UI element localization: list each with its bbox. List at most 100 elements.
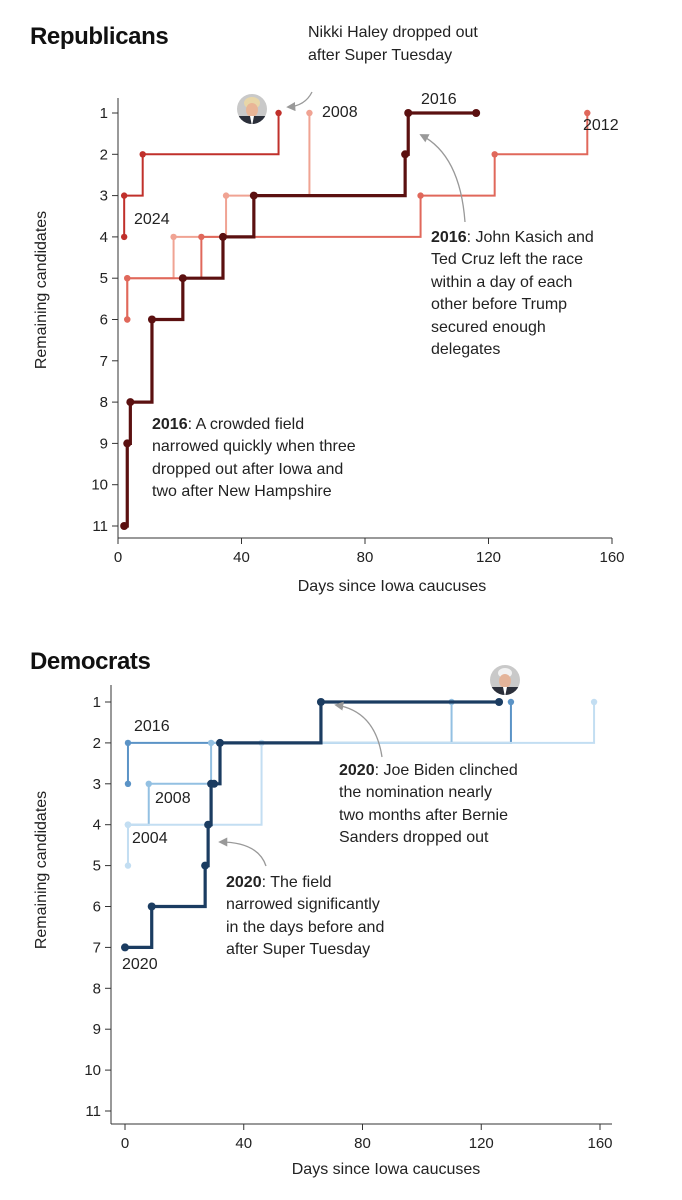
series-label-2016: 2016 <box>421 91 457 108</box>
data-point <box>495 698 504 706</box>
data-point <box>218 232 227 241</box>
series-label-2008: 2008 <box>155 790 191 807</box>
y-axis-title: Remaining candidates <box>33 791 50 949</box>
series-label-2016: 2016 <box>134 718 170 735</box>
data-point <box>124 821 132 828</box>
x-tick-label: 160 <box>599 549 624 566</box>
x-axis-title: Days since Iowa caucuses <box>298 578 487 595</box>
series-label-2020: 2020 <box>122 956 158 973</box>
annotation-biden-clinched: 2020: Joe Biden clinched the nomination … <box>339 762 522 846</box>
y-tick-label: 5 <box>100 270 108 287</box>
series-line-2012 <box>126 113 589 320</box>
data-point <box>145 780 152 787</box>
series-label-2012: 2012 <box>583 117 619 134</box>
data-point <box>139 151 146 158</box>
y-tick-label: 11 <box>85 1103 101 1120</box>
data-point <box>216 738 224 747</box>
data-point <box>204 820 213 829</box>
data-point <box>222 192 230 199</box>
data-point <box>472 109 481 117</box>
data-point <box>124 275 131 282</box>
data-point <box>123 439 132 448</box>
y-tick-label: 7 <box>100 353 108 370</box>
x-tick-label: 80 <box>357 549 374 566</box>
data-point <box>198 233 205 241</box>
series-label-2024: 2024 <box>134 211 170 228</box>
data-point <box>124 780 132 787</box>
data-point <box>210 779 219 788</box>
data-point <box>201 861 210 870</box>
y-tick-label: 6 <box>93 899 101 916</box>
x-tick-label: 160 <box>587 1135 612 1152</box>
data-point <box>126 398 135 407</box>
arrow-haley <box>286 91 313 112</box>
x-axis-title: Days since Iowa caucuses <box>292 1161 481 1178</box>
series-line-2004 <box>126 702 596 866</box>
data-point <box>207 739 215 747</box>
series-label-2004: 2004 <box>132 830 168 847</box>
series-2020 <box>121 698 504 952</box>
y-tick-label: 6 <box>100 312 108 329</box>
y-tick-label: 11 <box>92 518 108 535</box>
data-point <box>401 150 410 159</box>
biden-avatar <box>490 665 520 695</box>
annotation-field-narrowed: 2020: The field narrowed significantly i… <box>226 874 389 958</box>
data-point <box>275 109 282 117</box>
data-point <box>170 233 177 241</box>
data-point <box>491 151 498 158</box>
annotation-haley: Nikki Haley dropped out after Super Tues… <box>308 24 482 64</box>
data-point <box>316 698 325 706</box>
data-point <box>249 191 258 200</box>
y-tick-label: 5 <box>93 858 101 875</box>
data-point <box>306 109 313 117</box>
annotation-kasich-cruz: 2016: John Kasich and Ted Cruz left the … <box>430 229 598 358</box>
series-label-2008: 2008 <box>322 104 358 121</box>
data-point <box>404 109 413 117</box>
y-tick-label: 1 <box>93 694 101 711</box>
series-line-2024 <box>123 113 280 237</box>
data-point <box>124 862 132 869</box>
republicans-chart: Republicans 1 2 3 4 5 6 7 8 9 10 11 0 40 80 120 160 Re… <box>30 23 625 595</box>
x-tick-label: 0 <box>114 549 122 566</box>
y-tick-label: 3 <box>100 188 108 205</box>
data-point <box>147 902 156 911</box>
y-tick-label: 3 <box>93 776 101 793</box>
x-tick-label: 120 <box>469 1135 494 1152</box>
x-tick-label: 120 <box>476 549 501 566</box>
x-tick-label: 40 <box>235 1135 252 1152</box>
data-point <box>120 233 128 241</box>
democrats-chart: Democrats 1 2 3 4 5 6 7 8 9 10 11 0 40 80 120 160 Rema… <box>30 648 613 1178</box>
trump-avatar <box>237 94 267 124</box>
y-axis-title: Remaining candidates <box>33 211 50 369</box>
y-tick-label: 9 <box>100 435 108 452</box>
x-tick-label: 80 <box>354 1135 371 1152</box>
y-tick-label: 10 <box>91 477 108 494</box>
chart-title: Democrats <box>30 648 151 675</box>
series-2024 <box>120 109 282 241</box>
y-tick-label: 7 <box>93 939 101 956</box>
arrow-field-narrowed <box>218 837 267 867</box>
y-tick-label: 1 <box>100 105 108 122</box>
data-point <box>124 316 131 323</box>
y-tick-label: 4 <box>93 817 101 834</box>
series-2012 <box>124 109 591 323</box>
y-tick-label: 2 <box>93 735 101 752</box>
data-point <box>590 698 598 706</box>
data-point <box>120 522 129 530</box>
data-point <box>417 192 424 199</box>
y-tick-label: 2 <box>100 146 108 163</box>
data-point <box>147 315 156 324</box>
arrow-kasich-cruz <box>419 134 466 223</box>
y-tick-label: 4 <box>100 229 108 246</box>
data-point <box>120 192 128 199</box>
x-tick-label: 0 <box>121 1135 129 1152</box>
annotation-crowded-field: 2016: A crowded field narrowed quickly w… <box>152 416 360 500</box>
y-tick-label: 8 <box>93 980 101 997</box>
chart-title: Republicans <box>30 23 168 50</box>
data-point <box>507 698 515 706</box>
data-point <box>124 739 132 747</box>
data-point <box>584 109 591 117</box>
y-tick-label: 8 <box>100 394 108 411</box>
y-tick-label: 10 <box>84 1062 101 1079</box>
